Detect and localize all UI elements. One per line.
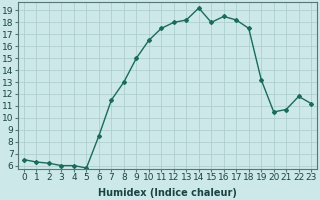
X-axis label: Humidex (Indice chaleur): Humidex (Indice chaleur): [98, 188, 237, 198]
